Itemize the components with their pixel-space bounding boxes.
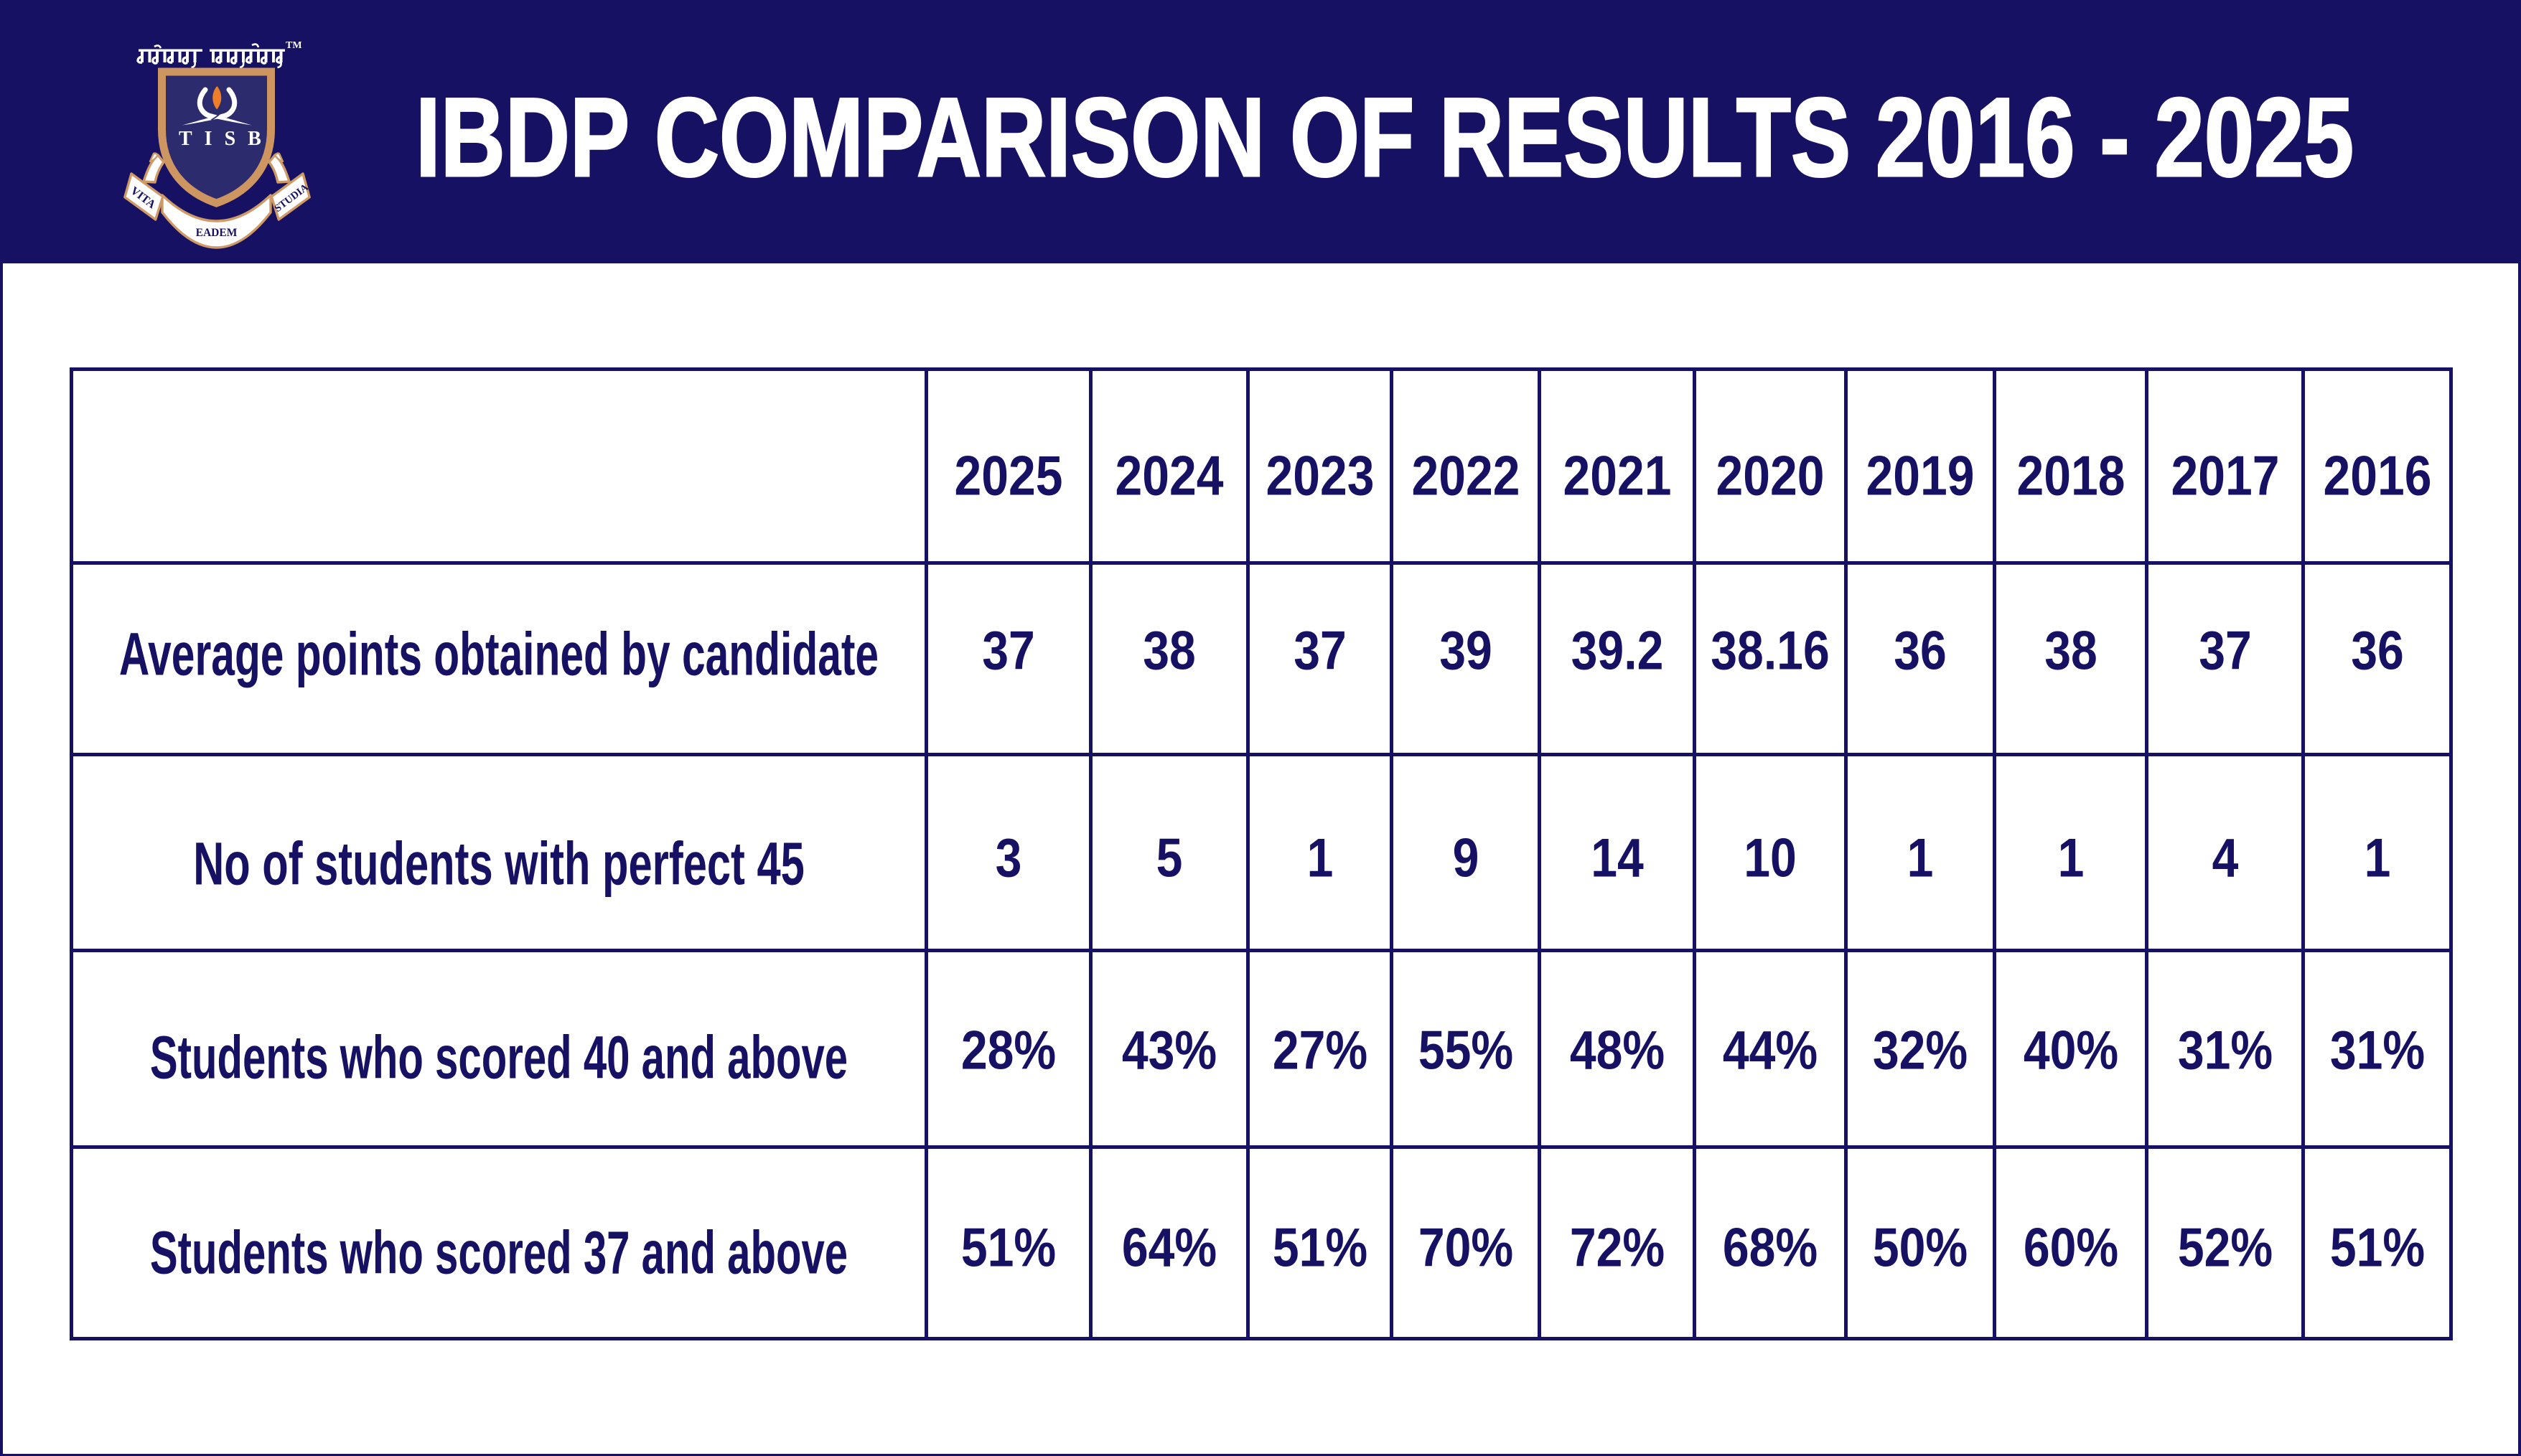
svg-text:TISB: TISB xyxy=(179,128,273,150)
svg-text:TM: TM xyxy=(286,40,302,51)
svg-text:EADEM: EADEM xyxy=(196,227,238,239)
